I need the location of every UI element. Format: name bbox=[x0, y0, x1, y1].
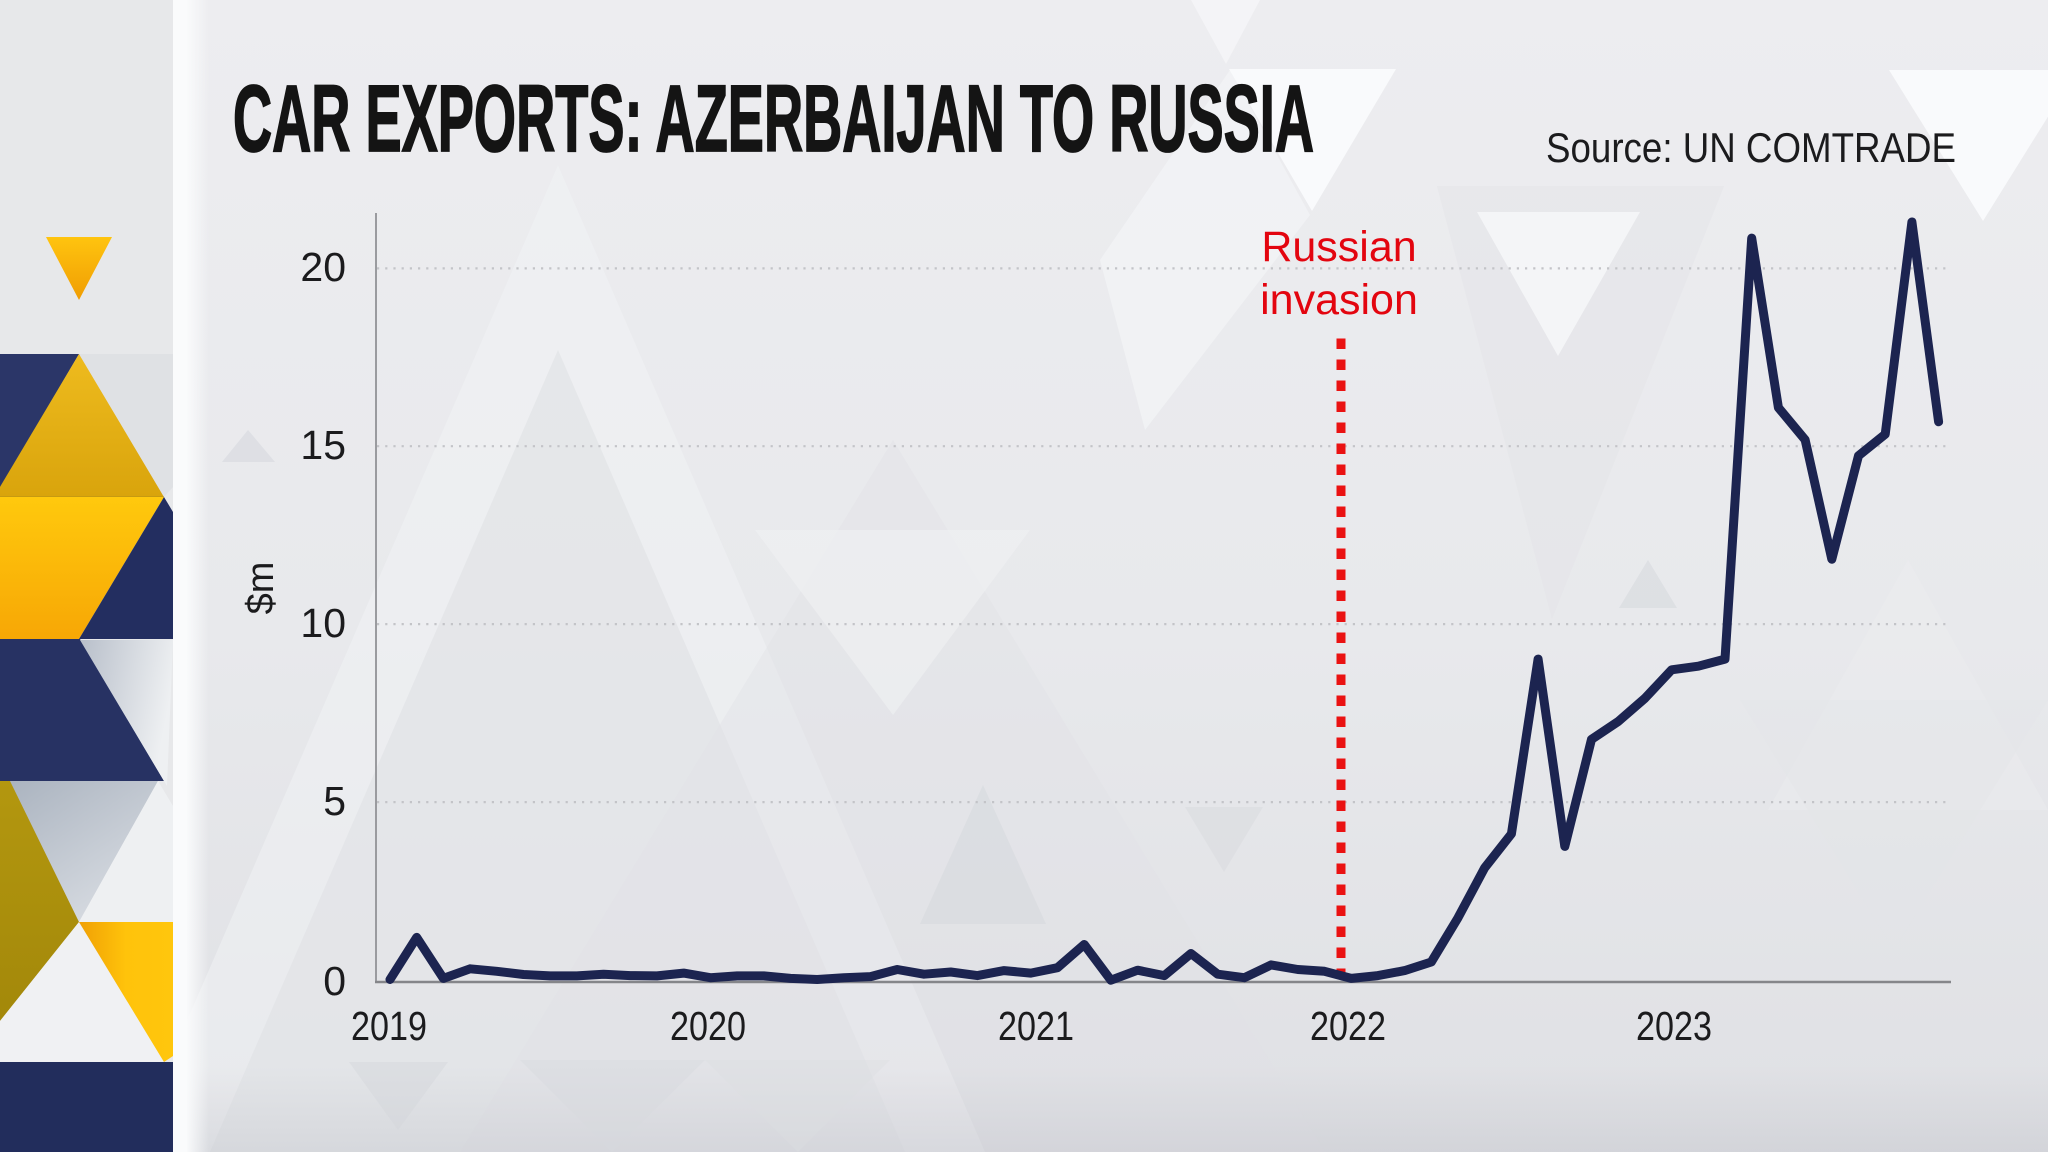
svg-text:20: 20 bbox=[300, 244, 346, 290]
svg-text:2019: 2019 bbox=[351, 1003, 427, 1049]
svg-text:2023: 2023 bbox=[1636, 1003, 1712, 1049]
svg-text:CAR EXPORTS: AZERBAIJAN TO RUS: CAR EXPORTS: AZERBAIJAN TO RUSSIA bbox=[233, 66, 1314, 172]
svg-text:0: 0 bbox=[323, 958, 346, 1004]
svg-text:10: 10 bbox=[300, 600, 346, 646]
svg-text:2021: 2021 bbox=[998, 1003, 1074, 1049]
svg-text:Source: UN COMTRADE: Source: UN COMTRADE bbox=[1546, 124, 1956, 171]
svg-text:$m: $m bbox=[240, 562, 282, 615]
svg-text:15: 15 bbox=[300, 422, 346, 468]
svg-text:2022: 2022 bbox=[1310, 1003, 1386, 1049]
svg-text:2020: 2020 bbox=[670, 1003, 746, 1049]
svg-text:Russian: Russian bbox=[1261, 223, 1416, 271]
svg-text:invasion: invasion bbox=[1260, 276, 1418, 324]
svg-text:5: 5 bbox=[323, 778, 346, 824]
